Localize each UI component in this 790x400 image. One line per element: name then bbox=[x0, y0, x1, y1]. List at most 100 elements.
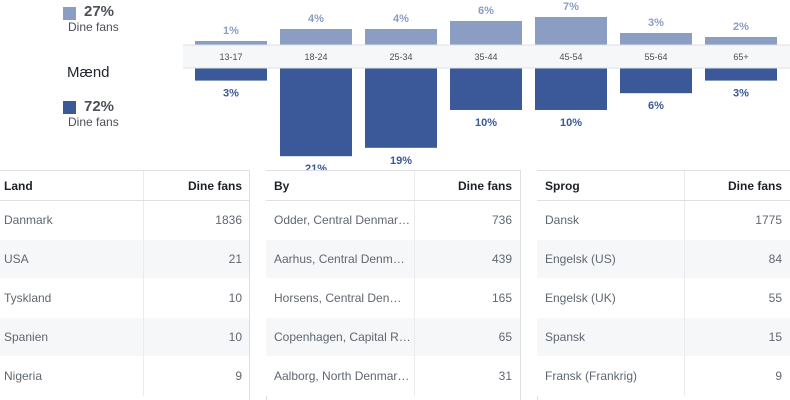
language-name: Dansk bbox=[545, 213, 580, 227]
women-bar bbox=[280, 29, 352, 45]
country-fans: 21 bbox=[228, 252, 242, 266]
city-name: Copenhagen, Capital R… bbox=[274, 330, 411, 344]
men-bar bbox=[280, 68, 352, 157]
men-percent: 72% bbox=[84, 98, 115, 115]
women-swatch bbox=[63, 7, 76, 20]
women-data-label: 3% bbox=[648, 17, 664, 29]
chart-legend: 27% Dine fans Mænd 72% Dine fans bbox=[0, 0, 190, 170]
language-fans: 15 bbox=[768, 330, 782, 344]
women-data-label: 4% bbox=[393, 13, 409, 25]
city-fans: 65 bbox=[498, 330, 512, 344]
women-bar bbox=[705, 37, 777, 45]
age-tick-label: 45-54 bbox=[559, 52, 582, 62]
table-row[interactable]: Engelsk (US) 84 bbox=[537, 240, 790, 279]
women-bar bbox=[365, 29, 437, 45]
country-rows: Danmark 1836 USA 21 Tyskland 10 Spanien … bbox=[0, 201, 250, 396]
age-tick-label: 13-17 bbox=[219, 52, 242, 62]
age-tick-label: 65+ bbox=[733, 52, 748, 62]
men-data-label: 3% bbox=[223, 88, 239, 100]
country-fans: 10 bbox=[228, 330, 242, 344]
city-col-header[interactable]: By bbox=[274, 179, 290, 193]
women-bar bbox=[620, 33, 692, 45]
language-table-header: Sprog Dine fans bbox=[537, 170, 790, 201]
men-data-label: 10% bbox=[560, 117, 582, 129]
women-data-label: 7% bbox=[563, 1, 579, 13]
table-row[interactable]: Spansk 15 bbox=[537, 318, 790, 357]
city-name: Aarhus, Central Denm… bbox=[274, 252, 405, 266]
women-data-label: 2% bbox=[733, 21, 749, 33]
country-name: Tyskland bbox=[4, 291, 52, 305]
men-data-label: 3% bbox=[733, 88, 749, 100]
country-col-header[interactable]: Land bbox=[4, 179, 33, 193]
language-fans: 1775 bbox=[755, 213, 782, 227]
table-row[interactable]: Spanien 10 bbox=[0, 318, 250, 357]
men-data-label: 6% bbox=[648, 100, 664, 112]
language-name: Engelsk (US) bbox=[545, 252, 616, 266]
language-name: Spansk bbox=[545, 330, 586, 344]
men-bar bbox=[705, 68, 777, 81]
country-table-header: Land Dine fans bbox=[0, 170, 250, 201]
language-rows: Dansk 1775 Engelsk (US) 84 Engelsk (UK) … bbox=[537, 201, 790, 396]
country-fans: 1836 bbox=[215, 213, 242, 227]
axis-band bbox=[183, 45, 790, 68]
city-table-header: By Dine fans bbox=[266, 170, 521, 201]
country-fans: 9 bbox=[235, 369, 242, 383]
men-fans-label: Dine fans bbox=[68, 115, 119, 129]
language-table: Sprog Dine fans Dansk 1775 Engelsk (US) … bbox=[537, 170, 790, 400]
table-row[interactable]: Nigeria 9 bbox=[0, 357, 250, 396]
table-row[interactable]: Dansk 1775 bbox=[537, 201, 790, 240]
city-fans: 439 bbox=[491, 252, 512, 266]
language-fans: 84 bbox=[768, 252, 782, 266]
table-row[interactable]: USA 21 bbox=[0, 240, 250, 279]
table-row[interactable]: Fransk (Frankrig) 9 bbox=[537, 357, 790, 396]
women-data-label: 4% bbox=[308, 13, 324, 25]
table-row[interactable]: Engelsk (UK) 55 bbox=[537, 279, 790, 318]
age-gender-chart: 1% 3% 4% 21% 4% 19% 6% 10% 7% 10% 3% 6% 2% 3% 13-17 18-… bbox=[183, 1, 790, 170]
language-fans-col-header[interactable]: Dine fans bbox=[727, 179, 782, 193]
city-fans: 31 bbox=[498, 369, 512, 383]
men-bar bbox=[450, 68, 522, 110]
language-fans: 9 bbox=[775, 369, 782, 383]
table-row[interactable]: Tyskland 10 bbox=[0, 279, 250, 318]
country-fans-col-header[interactable]: Dine fans bbox=[187, 179, 242, 193]
country-table: Land Dine fans Danmark 1836 USA 21 Tyskl… bbox=[0, 170, 250, 400]
table-row[interactable]: Horsens, Central Den… 165 bbox=[266, 279, 521, 318]
city-rows: Odder, Central Denmar… 736 Aarhus, Centr… bbox=[266, 201, 521, 396]
country-name: Spanien bbox=[4, 330, 49, 344]
city-name: Horsens, Central Den… bbox=[274, 291, 402, 305]
city-table: By Dine fans Odder, Central Denmar… 736 … bbox=[266, 170, 521, 400]
women-bar bbox=[535, 17, 607, 45]
city-fans-col-header[interactable]: Dine fans bbox=[457, 179, 512, 193]
women-bar bbox=[195, 41, 267, 45]
country-name: Nigeria bbox=[4, 369, 43, 383]
age-tick-label: 35-44 bbox=[474, 52, 497, 62]
men-data-label: 10% bbox=[475, 117, 497, 129]
table-row[interactable]: Copenhagen, Capital R… 65 bbox=[266, 318, 521, 357]
men-bar bbox=[535, 68, 607, 110]
men-bar bbox=[620, 68, 692, 94]
language-name: Engelsk (UK) bbox=[545, 291, 616, 305]
age-tick-label: 25-34 bbox=[389, 52, 412, 62]
men-data-label: 19% bbox=[390, 155, 412, 167]
language-col-header[interactable]: Sprog bbox=[545, 179, 580, 193]
women-fans-label: Dine fans bbox=[68, 20, 119, 34]
men-data-label: 21% bbox=[305, 163, 327, 170]
table-row[interactable]: Danmark 1836 bbox=[0, 201, 250, 240]
table-row[interactable]: Aarhus, Central Denm… 439 bbox=[266, 240, 521, 279]
women-bar bbox=[450, 21, 522, 45]
table-row[interactable]: Aalborg, North Denmar… 31 bbox=[266, 357, 521, 396]
language-fans: 55 bbox=[768, 291, 782, 305]
men-title: Mænd bbox=[67, 64, 110, 81]
country-name: USA bbox=[4, 252, 29, 266]
city-name: Aalborg, North Denmar… bbox=[274, 369, 410, 383]
country-fans: 10 bbox=[228, 291, 242, 305]
women-data-label: 1% bbox=[223, 25, 239, 37]
age-tick-label: 18-24 bbox=[304, 52, 327, 62]
women-percent: 27% bbox=[84, 3, 115, 20]
city-fans: 165 bbox=[491, 291, 512, 305]
men-bar bbox=[365, 68, 437, 148]
table-row[interactable]: Odder, Central Denmar… 736 bbox=[266, 201, 521, 240]
country-name: Danmark bbox=[4, 213, 53, 227]
men-bar bbox=[195, 68, 267, 81]
city-name: Odder, Central Denmar… bbox=[274, 213, 411, 227]
